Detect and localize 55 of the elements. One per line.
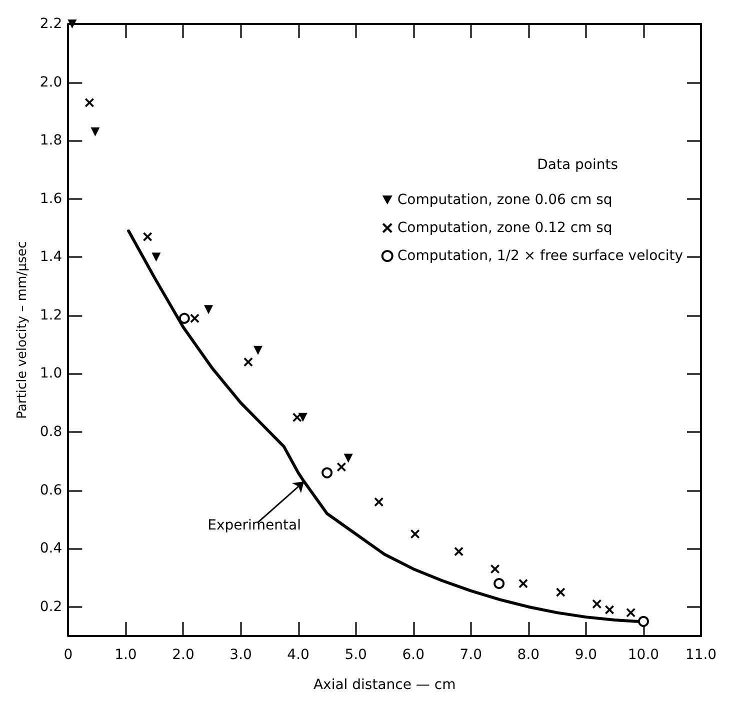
point [84,98,94,108]
point [410,530,420,538]
point [638,616,649,627]
point [494,578,505,590]
point [204,305,214,314]
point [90,127,100,136]
point [336,462,346,472]
point [490,564,500,574]
x-tick-label: 0 [64,647,73,663]
annotation: Experimental [208,518,301,534]
point [143,232,152,242]
y-tick-label: 1.2 [40,307,62,324]
x-tick-label: 10.0 [628,647,660,663]
point [605,605,614,614]
y-tick-label: 0.8 [40,424,62,440]
point [190,314,200,323]
x-tick-label: 4.0 [287,647,310,663]
x-tick-label: 2.0 [172,647,194,663]
point [244,358,253,367]
x-tick-label: 7.0 [460,647,482,663]
point [374,497,384,506]
legend-label: Computation, 1/2 × free surface velocity [397,248,684,264]
x-tick-label: 8.0 [517,647,540,663]
point [152,252,161,262]
point [518,579,528,588]
point [556,588,566,597]
x-tick-label: 9.0 [574,647,598,663]
y-tick-label: 1.8 [40,132,62,149]
y-tick-label: 0.4 [40,540,62,557]
x-tick-label: 3.0 [230,647,252,663]
y-tick-label: 1.0 [40,366,62,382]
y-tick-label: 2.0 [40,74,62,90]
point [454,546,464,556]
y-tick-label: 0.2 [40,598,62,615]
y-axis-title: Particle velocity – mm/µsec [15,241,30,419]
y-tick-label: 0.6 [40,482,62,498]
point [344,454,353,463]
y-tick-label: 2.2 [40,16,62,32]
legend-label: Computation, zone 0.12 cm sq [397,220,612,236]
legend-label: Computation, zone 0.06 cm sq [397,192,612,208]
y-tick-label: 1.4 [40,249,62,266]
x-tick-label: 11.0 [685,647,717,663]
x-tick-label: 1.0 [114,647,137,663]
point [292,412,302,422]
point [68,20,77,28]
x-axis-title: Axial distance — cm [313,677,456,693]
point [626,608,636,618]
y-tick-label: 1.6 [40,190,62,207]
point [254,346,263,355]
x-tick-label: 6.0 [402,647,424,663]
point [592,599,602,608]
point [322,467,333,478]
x-tick-label: 5.0 [344,647,367,663]
point [178,312,190,324]
legend-title: Data points [537,157,618,173]
